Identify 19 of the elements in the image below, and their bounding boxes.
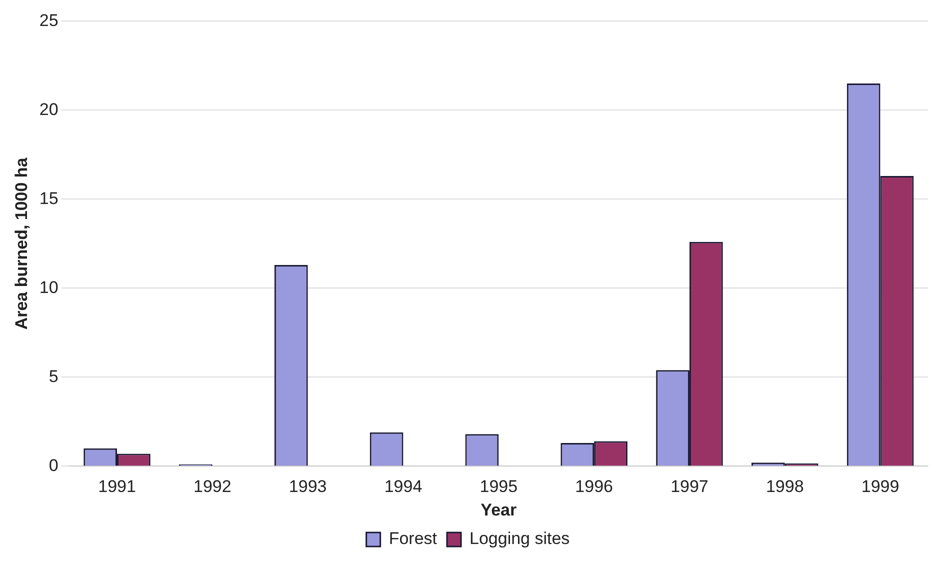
y-tick-label: 25 bbox=[39, 10, 58, 30]
x-tick-label: 1994 bbox=[384, 477, 422, 496]
x-tick-label: 1996 bbox=[575, 477, 613, 496]
x-tick-label: 1995 bbox=[480, 477, 518, 496]
x-tick-label: 1991 bbox=[98, 477, 136, 496]
x-axis-title: Year bbox=[480, 500, 517, 520]
y-tick-label: 5 bbox=[48, 366, 58, 386]
x-tick-label: 1997 bbox=[670, 477, 708, 496]
x-tick-label: 1998 bbox=[766, 477, 804, 496]
y-axis-title: Area burned, 1000 ha bbox=[12, 157, 31, 330]
x-tick-label: 1992 bbox=[194, 477, 232, 496]
x-tick-label: 1999 bbox=[861, 477, 900, 496]
y-tick-label: 15 bbox=[39, 188, 58, 208]
legend-label: Forest bbox=[388, 529, 438, 548]
legend-label: Logging sites bbox=[470, 529, 570, 548]
y-tick-label: 0 bbox=[48, 456, 58, 475]
x-tick-label: 1993 bbox=[288, 477, 327, 496]
y-tick-label: 10 bbox=[39, 278, 58, 297]
y-tick-label: 20 bbox=[39, 100, 58, 119]
